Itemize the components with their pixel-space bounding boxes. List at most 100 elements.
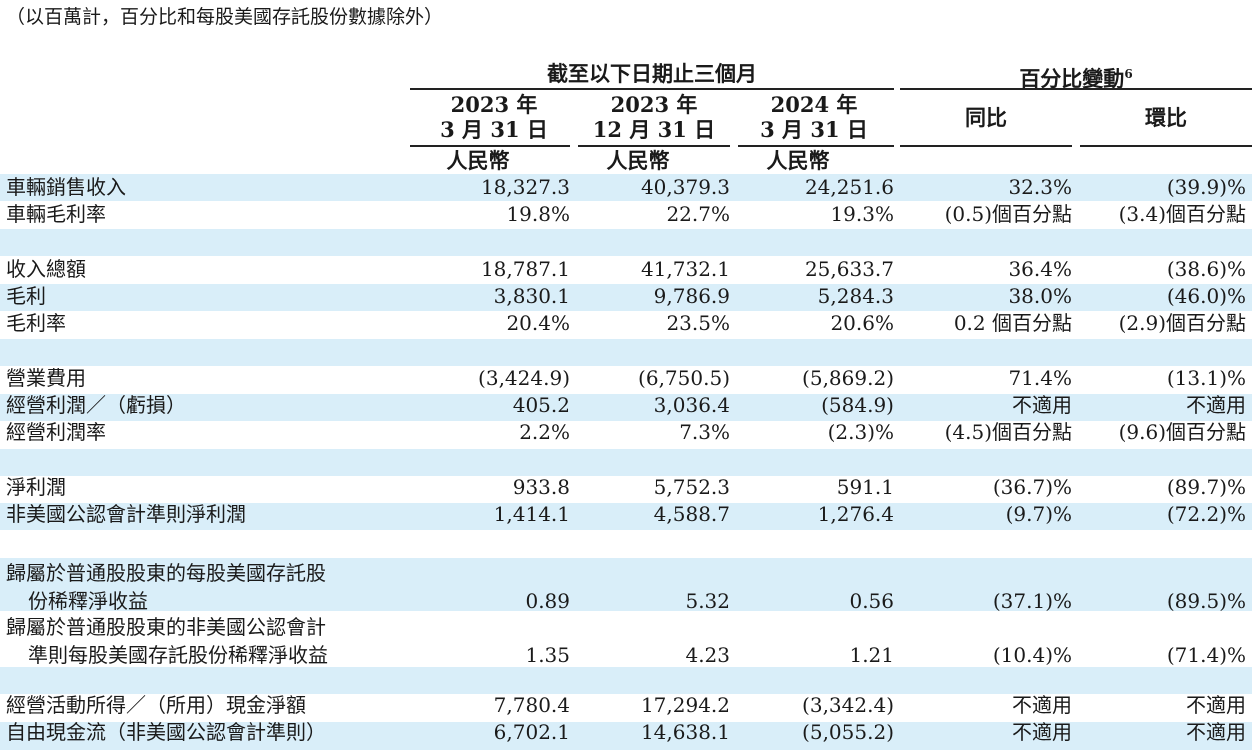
row-label: 歸屬於普通股股東的每股美國存託股 — [6, 561, 326, 585]
row-label-continued: 準則每股美國存託股份稀釋淨收益 — [28, 643, 328, 667]
period-group-header: 截至以下日期止三個月 — [547, 61, 757, 86]
row-band — [0, 503, 1252, 530]
value-c2: 7.3% — [679, 420, 730, 444]
value-qoq: 不適用 — [1186, 720, 1246, 744]
value-yoy: 不適用 — [1012, 693, 1072, 717]
value-yoy: 36.4% — [1008, 257, 1072, 281]
value-c3: 5,284.3 — [817, 284, 894, 308]
header-rule — [410, 88, 894, 90]
value-c2: 14,638.1 — [640, 720, 730, 744]
row-label: 經營利潤／（虧損） — [6, 393, 186, 417]
header-rule — [900, 88, 1252, 90]
yoy-header: 同比 — [965, 105, 1007, 130]
value-c1: (3,424.9) — [478, 366, 570, 390]
change-group-label: 百分比變動 — [1019, 66, 1125, 91]
value-c1: 19.8% — [506, 202, 570, 226]
value-c3: 24,251.6 — [804, 175, 894, 199]
col1-date: 3 月 31 日 — [440, 117, 548, 142]
row-label: 非美國公認會計準則淨利潤 — [6, 502, 246, 526]
value-yoy: (10.4)% — [992, 643, 1072, 667]
header-rule — [1080, 145, 1252, 147]
value-c1: 18,787.1 — [480, 257, 570, 281]
qoq-header: 環比 — [1145, 105, 1187, 130]
value-qoq: (89.7)% — [1166, 475, 1246, 499]
value-qoq: (2.9)個百分點 — [1118, 311, 1246, 335]
row-band — [0, 449, 1252, 476]
value-qoq: (46.0)% — [1166, 284, 1246, 308]
value-c2: 22.7% — [666, 202, 730, 226]
value-c2: 17,294.2 — [640, 693, 730, 717]
row-label: 歸屬於普通股股東的非美國公認會計 — [6, 615, 326, 639]
currency-col2: 人民幣 — [606, 148, 670, 173]
value-yoy: (9.7)% — [1005, 502, 1072, 526]
value-c2: 3,036.4 — [653, 393, 730, 417]
row-label: 毛利率 — [6, 311, 66, 335]
header-rule — [738, 145, 894, 147]
value-c1: 1,414.1 — [493, 502, 570, 526]
row-band — [0, 229, 1252, 256]
row-band — [0, 174, 1252, 201]
value-yoy: (4.5)個百分點 — [944, 420, 1072, 444]
col3-year: 2024 年 — [770, 92, 858, 117]
value-qoq: (72.2)% — [1166, 502, 1246, 526]
value-qoq: 不適用 — [1186, 693, 1246, 717]
value-c3: 591.1 — [836, 475, 894, 499]
value-yoy: (36.7)% — [992, 475, 1072, 499]
value-c1: 7,780.4 — [493, 693, 570, 717]
currency-col3: 人民幣 — [766, 148, 830, 173]
row-label: 車輛銷售收入 — [6, 175, 126, 199]
row-label: 車輛毛利率 — [6, 202, 106, 226]
value-c1: 3,830.1 — [493, 284, 570, 308]
value-c3: (584.9) — [821, 393, 894, 417]
col2-year: 2023 年 — [610, 92, 698, 117]
value-c3: (5,055.2) — [802, 720, 894, 744]
value-qoq: (89.5)% — [1166, 589, 1246, 613]
value-qoq: (3.4)個百分點 — [1118, 202, 1246, 226]
value-c2: 5.32 — [685, 589, 730, 613]
value-c1: 18,327.3 — [480, 175, 570, 199]
row-band — [0, 339, 1252, 366]
value-c3: (5,869.2) — [802, 366, 894, 390]
value-c1: 0.89 — [525, 589, 570, 613]
value-c2: 23.5% — [666, 311, 730, 335]
col2-date: 12 月 31 日 — [592, 117, 716, 142]
value-yoy: (37.1)% — [992, 589, 1072, 613]
row-band — [0, 284, 1252, 311]
currency-col1: 人民幣 — [446, 148, 510, 173]
value-yoy: 38.0% — [1008, 284, 1072, 308]
value-c3: (2.3)% — [827, 420, 894, 444]
value-yoy: (0.5)個百分點 — [944, 202, 1072, 226]
col1-year: 2023 年 — [450, 92, 538, 117]
value-c3: 1,276.4 — [817, 502, 894, 526]
value-c2: 41,732.1 — [640, 257, 730, 281]
value-c1: 20.4% — [506, 311, 570, 335]
value-yoy: 71.4% — [1008, 366, 1072, 390]
value-c2: 9,786.9 — [653, 284, 730, 308]
value-c1: 6,702.1 — [493, 720, 570, 744]
value-c3: 1.21 — [849, 643, 894, 667]
footnote-marker: 6 — [1124, 67, 1133, 81]
row-label-continued: 份稀釋淨收益 — [28, 589, 148, 613]
row-label: 自由現金流（非美國公認會計準則） — [6, 720, 326, 744]
value-c3: 20.6% — [830, 311, 894, 335]
row-label: 營業費用 — [6, 366, 86, 390]
value-qoq: (38.6)% — [1166, 257, 1246, 281]
value-c1: 933.8 — [512, 475, 570, 499]
value-c3: 25,633.7 — [804, 257, 894, 281]
row-label: 經營活動所得／（所用）現金淨額 — [6, 693, 306, 717]
header-rule — [900, 145, 1072, 147]
row-label: 經營利潤率 — [6, 420, 106, 444]
value-yoy: 不適用 — [1012, 720, 1072, 744]
row-band — [0, 667, 1252, 694]
value-qoq: 不適用 — [1186, 393, 1246, 417]
row-band — [0, 722, 1252, 750]
value-c2: 4.23 — [685, 643, 730, 667]
row-band — [0, 394, 1252, 421]
value-c3: 19.3% — [830, 202, 894, 226]
value-c3: 0.56 — [849, 589, 894, 613]
value-qoq: (39.9)% — [1166, 175, 1246, 199]
change-group-header: 百分比變動6 — [900, 62, 1252, 91]
header-rule — [578, 145, 730, 147]
value-c2: (6,750.5) — [638, 366, 730, 390]
row-label: 收入總額 — [6, 257, 86, 281]
